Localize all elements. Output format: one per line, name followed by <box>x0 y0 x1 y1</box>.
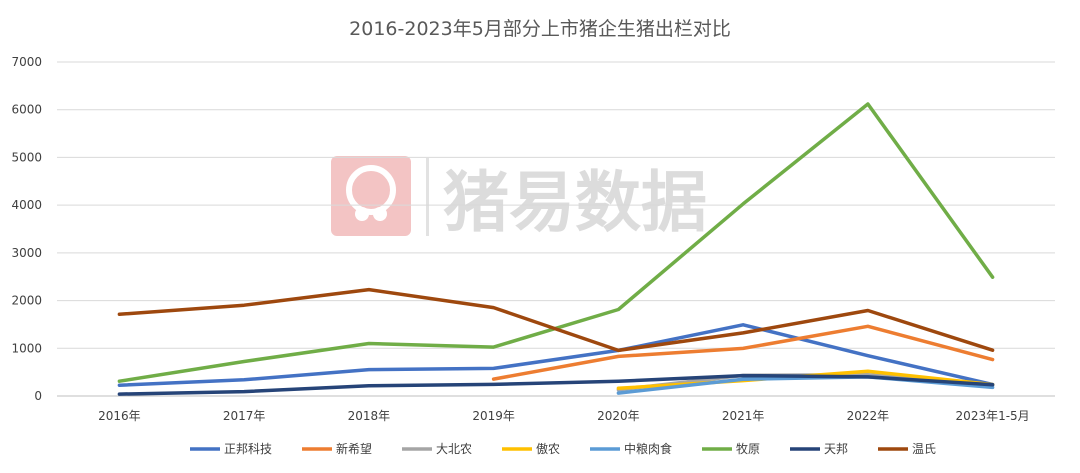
legend-item: 牧原 <box>702 442 760 456</box>
gridlines <box>57 61 1055 397</box>
y-tick-label: 3000 <box>11 246 42 260</box>
legend-item: 天邦 <box>790 442 848 456</box>
legend-label: 中粮肉食 <box>624 441 672 456</box>
legend-item: 新希望 <box>302 441 372 456</box>
x-axis: 2016年 2017年 2018年 2019年 2020年 2021年 2022年 2023年… <box>98 409 1030 423</box>
y-tick-label: 5000 <box>11 150 42 164</box>
legend-label: 新希望 <box>336 441 372 456</box>
x-tick-label: 2022年 <box>847 409 890 423</box>
watermark-divider <box>426 158 429 236</box>
legend-item: 温氏 <box>878 442 936 456</box>
watermark-logo-dot-icon <box>355 207 369 221</box>
series-line-正邦科技 <box>117 323 995 387</box>
legend-item: 大北农 <box>402 442 472 456</box>
x-tick-label: 2018年 <box>348 409 391 423</box>
legend-label: 温氏 <box>912 442 936 456</box>
legend-label: 大北农 <box>436 442 472 456</box>
series-line-温氏 <box>117 287 995 353</box>
series-line-天邦 <box>117 373 995 396</box>
y-tick-label: 4000 <box>11 198 42 212</box>
x-tick-label: 2019年 <box>472 409 515 423</box>
x-tick-label: 2020年 <box>597 409 640 423</box>
legend-item: 正邦科技 <box>190 442 272 456</box>
watermark-text: 猪易数据 <box>443 164 707 241</box>
y-tick-label: 6000 <box>11 103 42 117</box>
legend-item: 傲农 <box>502 441 560 456</box>
legend-item: 中粮肉食 <box>590 441 672 456</box>
series-line-新希望 <box>491 324 995 381</box>
series-line-牧原 <box>117 102 995 383</box>
x-tick-label: 2017年 <box>223 409 266 423</box>
watermark-logo-ring-icon <box>346 165 396 215</box>
watermark-logo-dot-icon <box>373 207 387 221</box>
x-tick-label: 2016年 <box>98 409 141 423</box>
series-lines <box>117 102 995 396</box>
y-tick-label: 1000 <box>11 341 42 355</box>
legend: 正邦科技 新希望 大北农 傲农 中粮肉食 牧原 天邦 温氏 <box>190 441 936 456</box>
legend-label: 天邦 <box>824 442 848 456</box>
watermark: 猪易数据 <box>331 156 707 241</box>
legend-label: 牧原 <box>736 442 760 456</box>
y-axis: 0 1000 2000 3000 4000 5000 6000 7000 <box>11 55 42 403</box>
chart-title: 2016-2023年5月部分上市猪企生猪出栏对比 <box>349 18 731 40</box>
y-tick-label: 2000 <box>11 294 42 308</box>
x-tick-label: 2021年 <box>722 409 765 423</box>
y-tick-label: 0 <box>34 389 42 403</box>
y-tick-label: 7000 <box>11 55 42 69</box>
legend-label: 正邦科技 <box>224 442 272 456</box>
legend-label: 傲农 <box>536 441 560 456</box>
x-tick-label: 2023年1-5月 <box>956 409 1030 423</box>
